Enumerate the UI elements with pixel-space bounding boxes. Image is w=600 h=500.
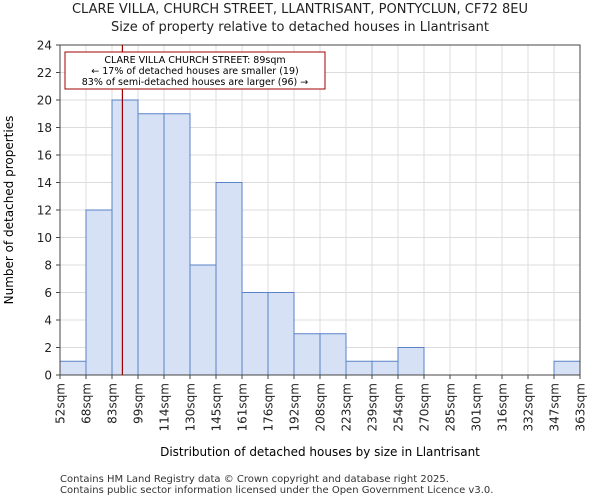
x-tick-label: 316sqm	[496, 383, 510, 431]
bar	[137, 113, 165, 376]
x-tick-label: 363sqm	[574, 383, 588, 431]
footer-licence: Contains public sector information licen…	[60, 485, 494, 496]
x-tick-label: 130sqm	[184, 383, 198, 431]
x-tick-label: 301sqm	[470, 383, 484, 431]
x-tick-label: 99sqm	[132, 383, 146, 424]
annotation-line-3: 83% of semi-detached houses are larger (…	[82, 77, 309, 88]
bar	[267, 292, 295, 376]
bar	[553, 360, 581, 376]
x-tick-label: 285sqm	[444, 383, 458, 431]
bar	[59, 360, 87, 376]
annotation-line-2: ← 17% of detached houses are smaller (19…	[91, 66, 298, 77]
bars-group	[59, 99, 581, 376]
y-tick-label: 24	[37, 39, 52, 53]
x-tick-label: 83sqm	[106, 383, 120, 424]
x-tick-label: 52sqm	[54, 383, 68, 424]
x-tick-label: 347sqm	[548, 383, 562, 431]
bar	[111, 99, 139, 376]
bar	[293, 333, 321, 376]
bar	[163, 113, 191, 376]
y-tick-label: 22	[37, 66, 52, 80]
y-tick-label: 16	[37, 149, 52, 163]
x-tick-label: 254sqm	[392, 383, 406, 431]
x-axis-label: Distribution of detached houses by size …	[160, 445, 480, 459]
x-tick-label: 145sqm	[210, 383, 224, 431]
x-axis: 52sqm 68sqm 83sqm 99sqm 114sqm 130sqm 145sqm 16…	[54, 375, 588, 431]
x-tick-label: 176sqm	[262, 383, 276, 431]
x-tick-label: 68sqm	[80, 383, 94, 424]
y-tick-label: 2	[44, 341, 52, 355]
bar	[215, 182, 243, 376]
y-tick-label: 18	[37, 121, 52, 135]
y-tick-label: 6	[44, 286, 52, 300]
y-tick-label: 10	[37, 231, 52, 245]
x-tick-label: 161sqm	[236, 383, 250, 431]
y-axis-label: Number of detached properties	[2, 116, 16, 305]
bar	[345, 360, 373, 376]
chart-title-address: CLARE VILLA, CHURCH STREET, LLANTRISANT,…	[71, 2, 529, 17]
x-tick-label: 192sqm	[288, 383, 302, 431]
annotation-frame	[64, 51, 326, 90]
x-tick-label: 332sqm	[522, 383, 536, 431]
footer-copyright: Contains HM Land Registry data © Crown c…	[60, 474, 449, 485]
bar	[319, 333, 347, 376]
y-tick-label: 4	[44, 314, 52, 328]
y-tick-label: 0	[44, 369, 52, 383]
bar	[85, 209, 113, 376]
x-tick-label: 223sqm	[340, 383, 354, 431]
bar	[397, 347, 425, 376]
y-tick-label: 14	[37, 176, 52, 190]
y-tick-label: 8	[44, 259, 52, 273]
chart-title: Size of property relative to detached ho…	[111, 20, 489, 35]
annotation-line-1: CLARE VILLA CHURCH STREET: 89sqm	[104, 55, 285, 66]
x-tick-label: 208sqm	[314, 383, 328, 431]
annotation-box: CLARE VILLA CHURCH STREET: 89sqm ← 17% o…	[64, 51, 326, 90]
bar	[241, 292, 269, 376]
y-tick-label: 12	[37, 204, 52, 218]
bar	[371, 360, 399, 376]
bar	[189, 264, 217, 376]
x-tick-label: 239sqm	[366, 383, 380, 431]
plot-frame	[59, 44, 581, 376]
x-tick-label: 114sqm	[158, 383, 172, 431]
x-tick-label: 270sqm	[418, 383, 432, 431]
y-tick-label: 20	[37, 94, 52, 108]
